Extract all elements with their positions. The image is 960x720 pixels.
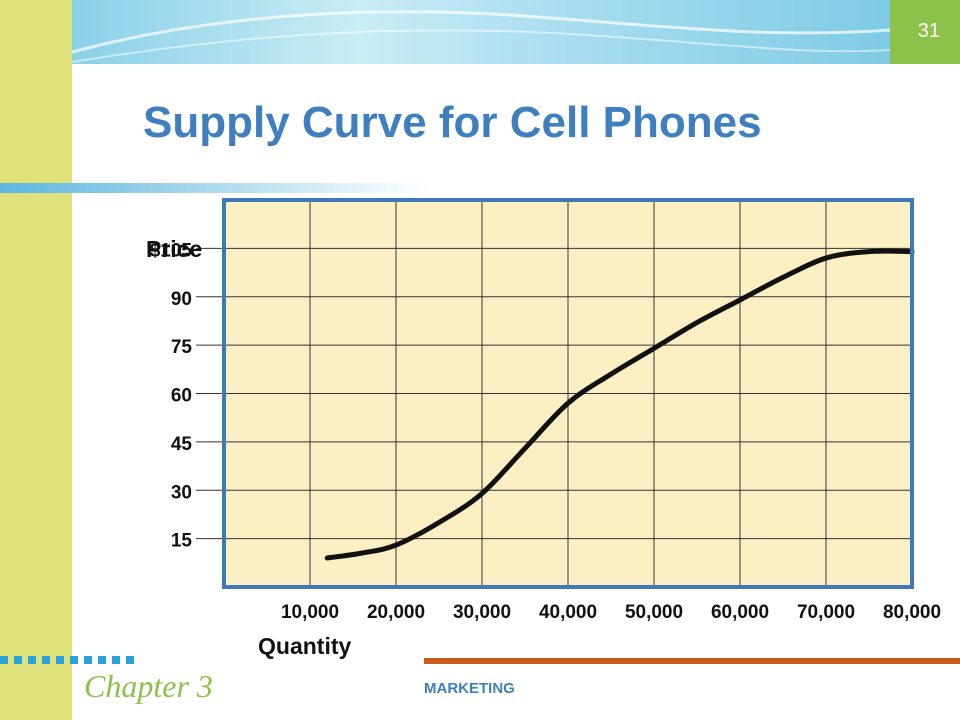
x-tick-label: 50,000: [625, 602, 683, 623]
footer-marketing-label: MARKETING: [424, 680, 515, 697]
plot-border: [222, 198, 914, 589]
y-tick-labels: $105 90 75 60 45 30 15: [150, 240, 193, 551]
x-tick-label: 20,000: [367, 602, 425, 623]
x-tick-label: 70,000: [797, 602, 855, 623]
page-number: 31: [917, 20, 940, 42]
supply-curve-line: [324, 248, 915, 561]
y-tick-label: 60: [171, 386, 192, 407]
x-tick-label: 40,000: [539, 602, 597, 623]
footer-rule: [424, 658, 960, 664]
title-underline: [0, 183, 430, 193]
y-tick-label: $105: [150, 240, 193, 261]
x-tick-label: 80,000: [883, 602, 941, 623]
x-tick-labels: 10,000 20,000 30,000 40,000 50,000 60,000 70,0…: [281, 602, 941, 623]
x-tick-label: 30,000: [453, 602, 511, 623]
y-axis-label: Price: [146, 236, 202, 262]
banner-swoosh-graphic: [72, 10, 890, 63]
x-tick-label: 60,000: [711, 602, 769, 623]
sidebar-band: [0, 0, 72, 720]
y-tick-label: 75: [171, 337, 193, 358]
x-tick-label: 10,000: [281, 602, 339, 623]
page-number-box: 31: [890, 0, 960, 64]
header-banner: [72, 0, 890, 64]
y-tick-label: 30: [171, 482, 192, 503]
y-tick-label: 45: [171, 434, 193, 455]
y-tick-label: 90: [171, 289, 192, 310]
slide-title: Supply Curve for Cell Phones: [143, 98, 762, 147]
chapter-label: Chapter 3: [84, 668, 213, 704]
dotted-divider: [0, 656, 140, 666]
y-tick-label: 15: [171, 531, 193, 552]
x-axis-label: Quantity: [258, 633, 351, 659]
